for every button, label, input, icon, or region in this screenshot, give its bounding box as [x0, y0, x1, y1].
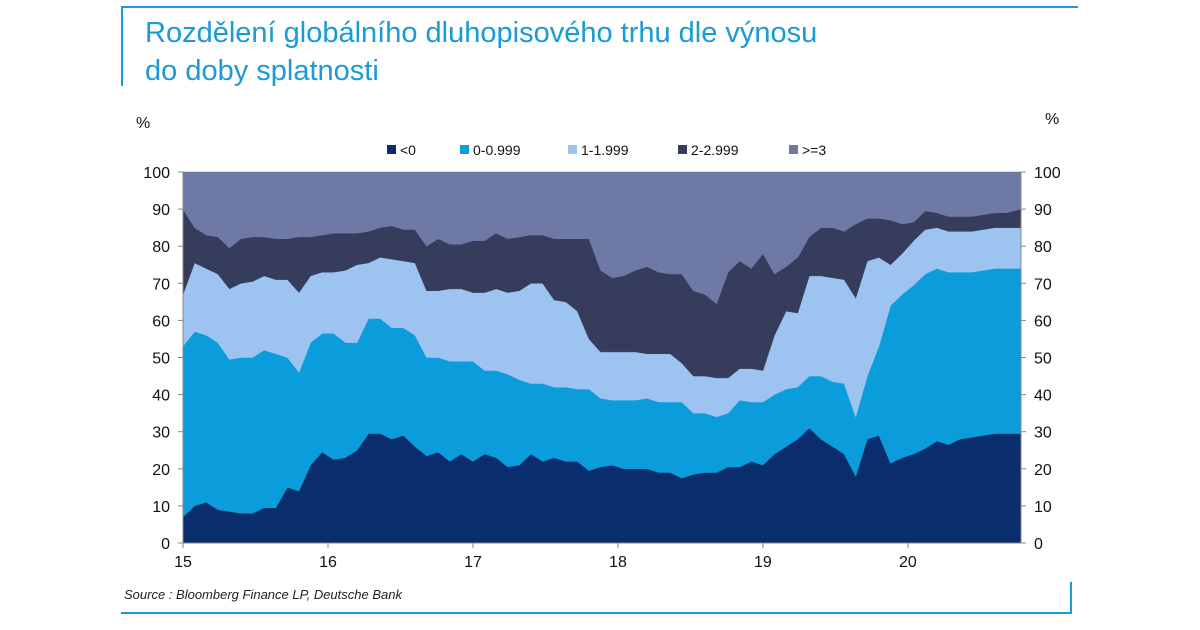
- legend-swatch-4: [789, 145, 798, 154]
- chart-title: Rozdělení globálního dluhopisového trhu …: [145, 14, 1045, 90]
- frame-top-rule: [121, 6, 1078, 8]
- legend-label-2: 1-1.999: [581, 142, 629, 158]
- right-y-tick-label: 40: [1034, 388, 1052, 405]
- right-y-unit-label: %: [1045, 111, 1059, 128]
- left-y-tick-label: 100: [143, 165, 170, 182]
- right-y-tick-label: 30: [1034, 425, 1052, 442]
- legend-label-0: <0: [400, 142, 416, 158]
- frame-right-rule: [1070, 582, 1072, 614]
- left-y-tick-label: 40: [152, 388, 170, 405]
- chart-title-line1: Rozdělení globálního dluhopisového trhu …: [145, 17, 818, 49]
- right-y-tick-label: 20: [1034, 462, 1052, 479]
- x-tick-label: 15: [174, 554, 192, 571]
- legend-label-3: 2-2.999: [691, 142, 739, 158]
- x-tick-label: 16: [319, 554, 337, 571]
- left-y-tick-label: 60: [152, 313, 170, 330]
- right-y-tick-label: 60: [1034, 313, 1052, 330]
- right-y-tick-label: 50: [1034, 351, 1052, 368]
- axis-ticks: 0 0 10 10 20 20 30 30 40 40 50 50 60 60 70 70 80 80 90 90 10…: [143, 165, 1061, 571]
- left-y-unit-label: %: [136, 115, 150, 132]
- x-tick-label: 20: [899, 554, 917, 571]
- left-y-tick-label: 30: [152, 425, 170, 442]
- right-y-tick-label: 90: [1034, 202, 1052, 219]
- x-tick-label: 19: [754, 554, 772, 571]
- chart-areas: [182, 171, 1022, 544]
- x-tick-label: 17: [464, 554, 482, 571]
- legend-label-1: 0-0.999: [473, 142, 521, 158]
- right-y-tick-label: 0: [1034, 536, 1043, 553]
- frame-left-rule: [121, 6, 123, 86]
- left-y-tick-label: 20: [152, 462, 170, 479]
- right-y-tick-label: 70: [1034, 276, 1052, 293]
- left-y-tick-label: 90: [152, 202, 170, 219]
- legend-swatch-2: [568, 145, 577, 154]
- right-y-tick-label: 80: [1034, 239, 1052, 256]
- frame-bottom-rule: [121, 612, 1072, 614]
- left-y-tick-label: 80: [152, 239, 170, 256]
- chart-legend: <0 0-0.999 1-1.999 2-2.999 >=3: [387, 142, 826, 158]
- right-y-tick-label: 10: [1034, 499, 1052, 516]
- x-tick-label: 18: [609, 554, 627, 571]
- left-y-tick-label: 70: [152, 276, 170, 293]
- left-y-tick-label: 10: [152, 499, 170, 516]
- left-y-tick-label: 50: [152, 351, 170, 368]
- left-y-tick-label: 0: [161, 536, 170, 553]
- chart-title-line2: do doby splatnosti: [145, 55, 379, 87]
- legend-label-4: >=3: [802, 142, 826, 158]
- legend-swatch-0: [387, 145, 396, 154]
- legend-swatch-1: [460, 145, 469, 154]
- legend-swatch-3: [678, 145, 687, 154]
- right-y-tick-label: 100: [1034, 165, 1061, 182]
- source-note: Source : Bloomberg Finance LP, Deutsche …: [124, 587, 402, 602]
